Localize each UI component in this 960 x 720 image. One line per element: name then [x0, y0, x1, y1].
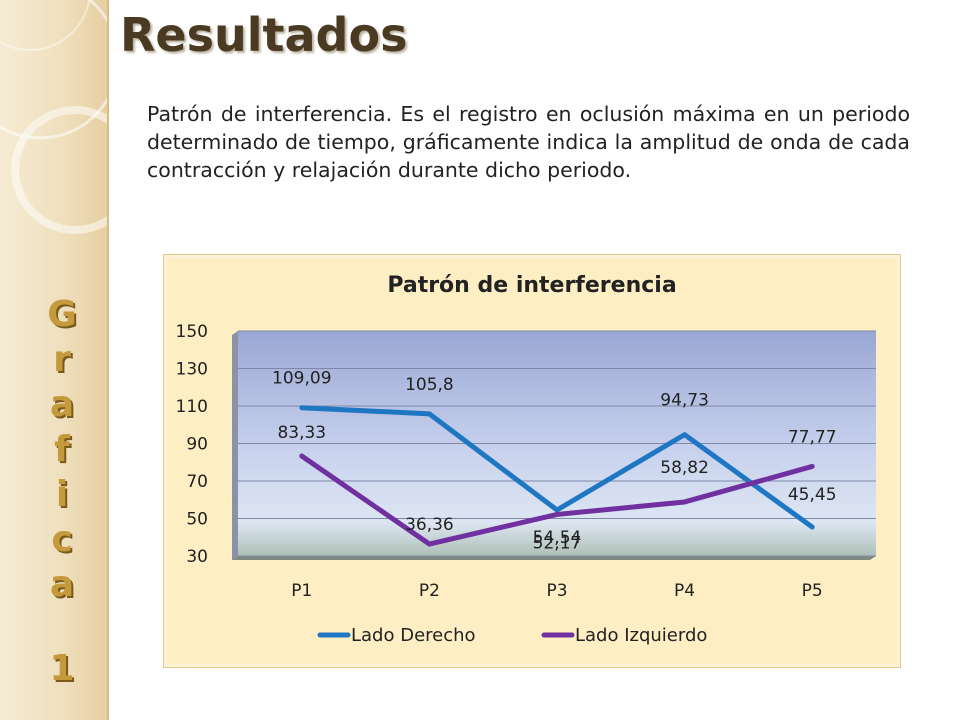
- y-tick-label: 130: [176, 360, 208, 380]
- legend-label: Lado Derecho: [351, 625, 476, 646]
- y-tick-label: 90: [186, 435, 208, 455]
- data-label: 52,17: [533, 533, 582, 553]
- plot-side-wall: [232, 331, 238, 560]
- data-label: 109,09: [272, 369, 331, 389]
- data-label: 58,82: [660, 458, 709, 478]
- data-label: 77,77: [788, 427, 837, 447]
- series-line-lado-izquierdo: [299, 453, 815, 547]
- y-tick-label: 110: [176, 397, 208, 417]
- x-tick-label: P5: [802, 581, 823, 601]
- data-label: 94,73: [660, 391, 709, 411]
- side-number: 1: [49, 648, 75, 689]
- y-tick-label: 50: [186, 510, 208, 530]
- line-chart: Patrón de interferencia 30 50 70 90 110 130 15…: [176, 273, 876, 646]
- x-tick-label: P4: [674, 581, 695, 601]
- plot-floor: [232, 556, 876, 560]
- decorative-side-strip: G r a f i c a 1: [0, 0, 109, 720]
- series-line-lado-derecho: [299, 405, 815, 530]
- data-label: 45,45: [788, 485, 837, 505]
- data-label: 54,54: [533, 528, 582, 548]
- y-tick-label: 150: [176, 322, 208, 342]
- page-title: Resultados: [120, 8, 408, 62]
- y-tick-label: 70: [186, 472, 208, 492]
- decorative-rings: [0, 0, 107, 234]
- chart-panel: Patrón de interferencia 30 50 70 90 110 130 15…: [163, 254, 901, 668]
- description-text: Patrón de interferencia. Es el registro …: [147, 102, 910, 182]
- data-label: 83,33: [277, 423, 326, 443]
- data-label: 36,36: [405, 515, 454, 535]
- side-label: G r a f i c a: [47, 294, 77, 605]
- data-label: 105,8: [405, 375, 454, 395]
- legend-label: Lado Izquierdo: [575, 625, 707, 646]
- x-tick-label: P3: [546, 581, 567, 601]
- x-tick-label: P1: [291, 581, 312, 601]
- chart-title: Patrón de interferencia: [387, 273, 676, 298]
- y-tick-label: 30: [186, 547, 208, 567]
- x-tick-label: P2: [419, 581, 440, 601]
